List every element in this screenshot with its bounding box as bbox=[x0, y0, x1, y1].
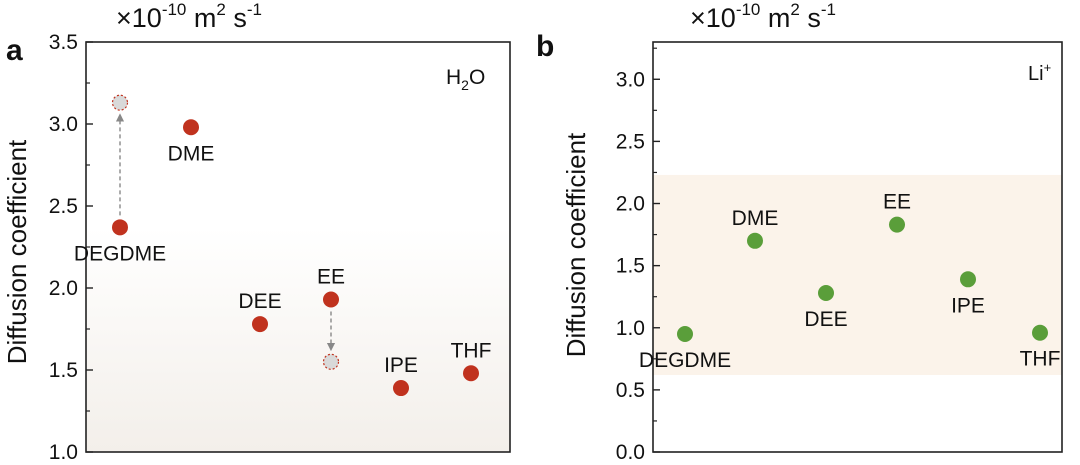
panel-a-y-ticks: 1.0 1.5 2.0 2.5 3.0 3.5 bbox=[49, 31, 93, 464]
y-tick: 1.5 bbox=[49, 359, 93, 382]
panel-a-y-axis-label: Diffusion coefficient bbox=[2, 139, 32, 364]
panel-b-points: DEGDME DME DEE EE IPE THF bbox=[639, 191, 1061, 372]
point-label: DME bbox=[732, 207, 779, 230]
point-label: THF bbox=[451, 339, 492, 362]
y-tick: 2.5 bbox=[49, 195, 93, 218]
y-tick-label: 3.5 bbox=[49, 31, 78, 54]
data-point-thf: THF bbox=[451, 339, 492, 382]
point-label: DEE bbox=[238, 290, 281, 313]
panel-a-ghost-points bbox=[111, 94, 340, 370]
data-point-ipe: IPE bbox=[951, 271, 985, 317]
y-tick: 1.0 bbox=[616, 317, 660, 340]
marker bbox=[677, 325, 693, 342]
y-tick: 0.5 bbox=[616, 379, 660, 402]
panel-b-legend: Li+ bbox=[1028, 60, 1051, 85]
point-label: DEGDME bbox=[639, 349, 731, 372]
panel-a-band bbox=[86, 227, 510, 452]
y-tick-label: 1.5 bbox=[616, 255, 645, 278]
data-point-dee: DEE bbox=[238, 290, 282, 333]
panel-b: 0.0 0.5 1.0 1.5 2.0 2.5 3.0 DEGDME DME DEE EE IPE T… bbox=[536, 0, 1063, 464]
panel-b-y-axis-label: Diffusion coefficient bbox=[561, 132, 591, 357]
panel-a-unit: ×10-10 m2 s-1 bbox=[116, 0, 262, 33]
data-point-degdme: DEGDME bbox=[74, 219, 166, 265]
panel-b-label: b bbox=[536, 30, 554, 63]
marker bbox=[1032, 324, 1048, 341]
data-point-dme: DME bbox=[732, 207, 779, 249]
y-tick-label: 2.0 bbox=[49, 277, 78, 300]
panel-a-points: DEGDME DME DEE EE IPE THF bbox=[74, 119, 492, 397]
y-tick: 3.5 bbox=[49, 31, 93, 54]
panel-b-unit: ×10-10 m2 s-1 bbox=[690, 0, 836, 33]
y-tick: 3.0 bbox=[616, 68, 660, 91]
data-point-ee: EE bbox=[317, 265, 345, 308]
marker bbox=[393, 380, 409, 397]
data-point-dme: DME bbox=[168, 119, 215, 165]
ghost-point bbox=[322, 353, 340, 370]
y-tick: 3.0 bbox=[49, 113, 93, 136]
y-tick-label: 0.5 bbox=[616, 379, 645, 402]
panel-a-label: a bbox=[6, 34, 23, 67]
y-tick-label: 1.0 bbox=[49, 441, 78, 464]
y-tick: 2.0 bbox=[616, 193, 660, 216]
y-tick-label: 3.0 bbox=[616, 68, 645, 91]
y-tick: 2.0 bbox=[49, 277, 93, 300]
data-point-thf: THF bbox=[1020, 324, 1061, 371]
point-label: DME bbox=[168, 142, 215, 165]
panel-b-band bbox=[653, 174, 1062, 375]
marker bbox=[252, 316, 268, 333]
point-label: DEE bbox=[804, 308, 847, 331]
point-label: IPE bbox=[384, 354, 418, 377]
y-tick-label: 2.5 bbox=[49, 195, 78, 218]
point-label: DEGDME bbox=[74, 242, 166, 265]
y-tick-label: 1.0 bbox=[616, 317, 645, 340]
marker bbox=[463, 365, 479, 382]
marker bbox=[818, 284, 834, 301]
marker bbox=[747, 232, 763, 249]
data-point-ipe: IPE bbox=[384, 354, 418, 397]
y-tick-label: 1.5 bbox=[49, 359, 78, 382]
marker bbox=[889, 216, 905, 233]
data-point-degdme: DEGDME bbox=[639, 325, 731, 372]
point-label: THF bbox=[1020, 348, 1061, 371]
panel-b-frame bbox=[652, 41, 1063, 453]
point-label: IPE bbox=[951, 294, 985, 317]
marker bbox=[960, 271, 976, 288]
data-point-ee: EE bbox=[883, 191, 911, 233]
y-tick-label: 0.0 bbox=[616, 441, 645, 464]
marker bbox=[183, 119, 199, 136]
y-tick: 2.5 bbox=[616, 130, 660, 153]
y-tick: 0.0 bbox=[616, 441, 660, 464]
marker bbox=[323, 291, 339, 308]
panel-b-y-ticks: 0.0 0.5 1.0 1.5 2.0 2.5 3.0 bbox=[616, 47, 660, 464]
marker bbox=[112, 219, 128, 236]
panel-a-legend: H2O bbox=[446, 66, 485, 93]
point-label: EE bbox=[883, 191, 911, 214]
y-tick: 1.5 bbox=[616, 255, 660, 278]
y-tick-label: 2.0 bbox=[616, 193, 645, 216]
y-tick: 1.0 bbox=[49, 441, 93, 464]
ghost-point bbox=[111, 94, 129, 111]
panel-a: 1.01.52.02.53.03.5 DEGDMEDMEDEEEEIPETHF … bbox=[2, 0, 511, 464]
point-label: EE bbox=[317, 265, 345, 288]
data-point-dee: DEE bbox=[804, 284, 848, 331]
y-tick-label: 3.0 bbox=[49, 113, 78, 136]
y-tick-label: 2.5 bbox=[616, 130, 645, 153]
